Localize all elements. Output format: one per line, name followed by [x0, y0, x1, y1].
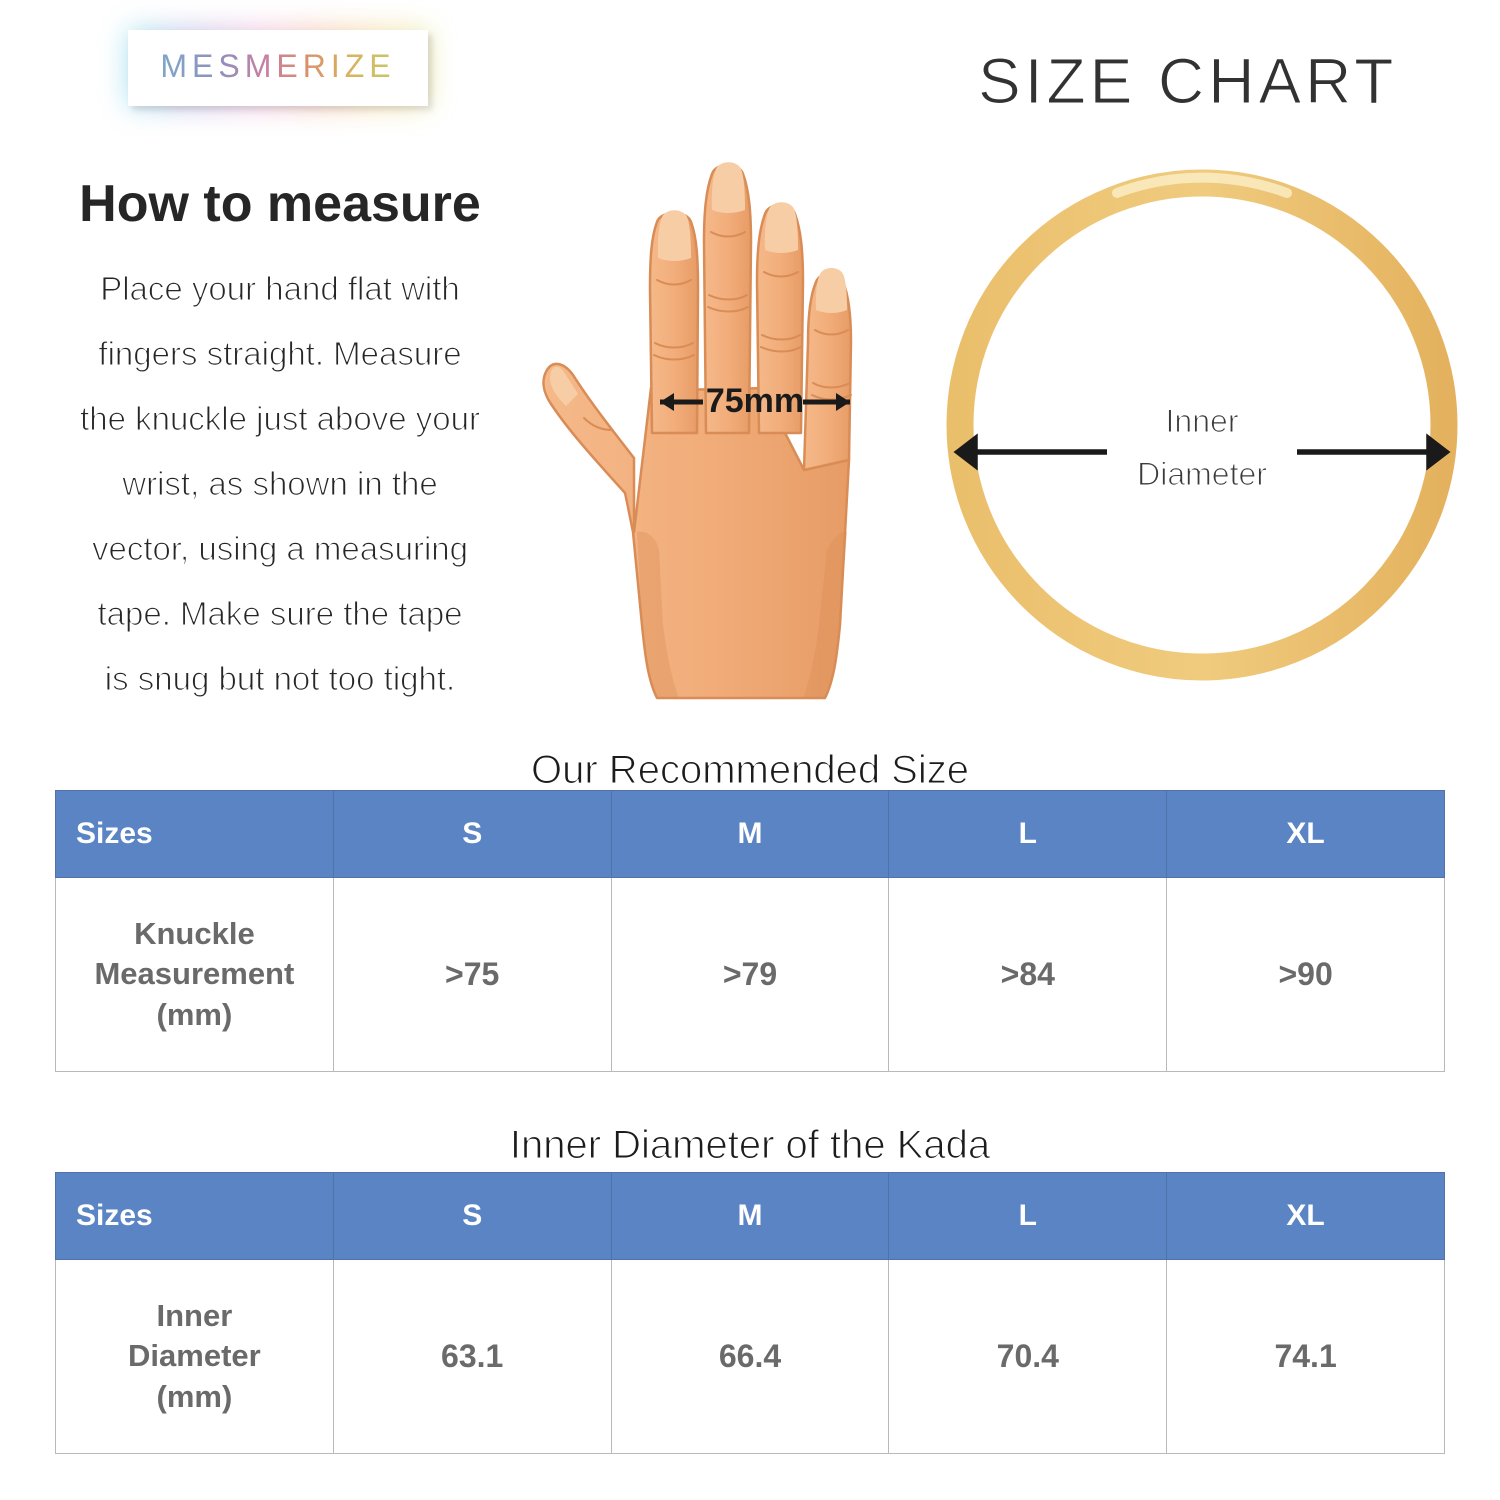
svg-text:75mm: 75mm — [706, 382, 804, 420]
svg-text:fingers straight. Measure: fingers straight. Measure — [98, 335, 461, 372]
svg-text:Inner Diameter of the Kada: Inner Diameter of the Kada — [510, 1123, 991, 1167]
svg-text:the knuckle just above your: the knuckle just above your — [80, 400, 480, 437]
svg-text:is snug but not too tight.: is snug but not too tight. — [105, 660, 455, 697]
svg-text:tape. Make sure the tape: tape. Make sure the tape — [97, 595, 462, 632]
svg-text:vector, using a measuring: vector, using a measuring — [92, 530, 468, 567]
svg-text:Inner: Inner — [1166, 403, 1239, 439]
svg-text:MESMERIZE: MESMERIZE — [160, 48, 395, 84]
svg-text:SIZE CHART: SIZE CHART — [978, 45, 1397, 117]
svg-text:Place your hand flat with: Place your hand flat with — [100, 270, 460, 307]
svg-text:Diameter: Diameter — [1137, 456, 1267, 492]
svg-text:wrist, as shown in the: wrist, as shown in the — [121, 465, 437, 502]
svg-text:Our Recommended Size: Our Recommended Size — [531, 748, 969, 792]
